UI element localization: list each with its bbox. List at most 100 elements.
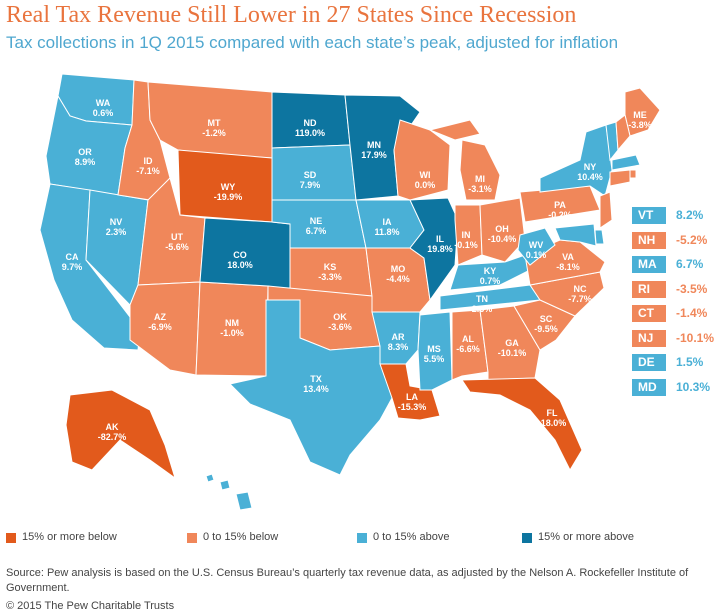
map-subtitle: Tax collections in 1Q 2015 compared with… (6, 33, 619, 52)
state-abbr: TX (310, 374, 322, 384)
state-label-wv: WV 0.1% (526, 240, 547, 260)
inset-state-abbr: MD (632, 378, 666, 396)
state-abbr: ND (304, 118, 317, 128)
inset-state-abbr: DE (632, 354, 666, 371)
state-label-ga: GA -10.1% (498, 338, 527, 358)
state-value: -3.1% (468, 184, 492, 194)
state-label-tn: TN 2.6% (472, 294, 493, 314)
state-value: -4.4% (386, 274, 410, 284)
legend-label: 0 to 15% above (373, 531, 450, 543)
state-abbr: UT (171, 232, 183, 242)
state-abbr: WY (221, 182, 236, 192)
state-abbr: NE (310, 216, 323, 226)
state-value: 6.7% (306, 226, 327, 236)
state-abbr: VA (562, 252, 574, 262)
state-label-sc: SC -9.5% (534, 314, 558, 334)
state-sc (513, 299, 576, 351)
state-value: 0.1% (526, 250, 547, 260)
inset-state-value: 8.2% (676, 208, 704, 222)
state-value: 7.9% (300, 180, 321, 190)
state-label-tx: TX 13.4% (303, 374, 329, 394)
state-label-al: AL -6.6% (456, 334, 480, 354)
state-value: -7.1% (136, 166, 160, 176)
state-value: 11.8% (374, 227, 399, 237)
state-md (554, 223, 597, 247)
state-label-nv: NV 2.3% (106, 217, 127, 237)
state-label-wy: WY -19.9% (214, 182, 243, 202)
inset-state-value: 10.3% (676, 379, 711, 394)
inset-state-value: -10.1% (676, 330, 715, 345)
state-label-or: OR 8.9% (75, 147, 96, 167)
state-abbr: KY (484, 266, 497, 276)
state-label-ia: IA 11.8% (374, 217, 399, 237)
state-abbr: WI (420, 170, 431, 180)
state-label-hi: HI 10.5% (231, 514, 257, 534)
state-abbr: MI (475, 174, 485, 184)
state-il (409, 197, 459, 302)
state-abbr: MT (208, 118, 221, 128)
legend-swatch (357, 533, 367, 543)
state-abbr: IL (436, 234, 445, 244)
state-ms (417, 311, 453, 391)
state-abbr: SC (540, 314, 553, 324)
state-value: -19.9% (214, 192, 243, 202)
state-value: 0.6% (93, 108, 114, 118)
state-value: -10.4% (488, 234, 517, 244)
state-abbr: OR (78, 147, 92, 157)
state-de (594, 229, 605, 245)
state-ri (629, 169, 637, 179)
state-label-wi: WI 0.0% (415, 170, 436, 190)
inset-state-abbr: NH (632, 231, 666, 249)
state-value: 2.3% (106, 227, 127, 237)
state-la (379, 363, 441, 421)
state-label-ca: CA 9.7% (62, 252, 83, 272)
state-abbr: NC (574, 284, 587, 294)
state-value: -18.0% (538, 418, 567, 428)
state-label-ny: NY 10.4% (577, 162, 603, 182)
state-label-wa: WA 0.6% (93, 98, 114, 118)
state-label-sd: SD 7.9% (300, 170, 321, 190)
state-label-ar: AR 8.3% (388, 332, 409, 352)
state-label-oh: OH -10.4% (488, 224, 517, 244)
state-value: 18.0% (227, 260, 253, 270)
legend-label: 15% or more below (22, 531, 117, 543)
state-abbr: KS (324, 262, 337, 272)
state-value: 119.0% (295, 128, 325, 138)
state-ma (611, 154, 641, 171)
state-value: 8.9% (75, 157, 96, 167)
state-label-va: VA -8.1% (556, 252, 580, 272)
state-tx (229, 299, 393, 476)
state-value: -0.2% (548, 210, 572, 220)
state-value: -82.7% (98, 432, 127, 442)
state-label-ut: UT -5.6% (165, 232, 189, 252)
state-label-ks: KS -3.3% (318, 262, 342, 282)
state-value: 8.3% (388, 342, 409, 352)
state-wi (393, 119, 451, 201)
state-value: -15.3% (398, 402, 427, 412)
state-label-mi: MI -3.1% (468, 174, 492, 194)
state-label-co: CO 18.0% (227, 250, 253, 270)
state-nj (599, 191, 613, 229)
state-value: -0.1% (454, 240, 478, 250)
state-abbr: GA (505, 338, 519, 348)
inset-state-abbr: CT (632, 305, 666, 322)
state-value: 5.5% (424, 354, 445, 364)
state-label-ne: NE 6.7% (306, 216, 327, 236)
state-abbr: WV (529, 240, 544, 250)
state-value: 9.7% (62, 262, 83, 272)
state-label-pa: PA -0.2% (548, 200, 572, 220)
state-abbr: AL (462, 334, 474, 344)
state-value: 17.9% (361, 150, 387, 160)
state-value: -3.6% (328, 322, 352, 332)
state-label-mo: MO -4.4% (386, 264, 410, 284)
state-abbr: ID (144, 156, 154, 166)
state-abbr: AR (392, 332, 405, 342)
state-value: -7.7% (568, 294, 592, 304)
state-label-in: IN -0.1% (454, 230, 478, 250)
inset-state-abbr: VT (632, 207, 666, 224)
inset-state-value: 6.7% (676, 257, 704, 271)
state-abbr: CO (233, 250, 247, 260)
state-abbr: NM (225, 318, 239, 328)
source-note: Source: Pew analysis is based on the U.S… (6, 567, 689, 594)
state-label-mn: MN 17.9% (361, 140, 387, 160)
